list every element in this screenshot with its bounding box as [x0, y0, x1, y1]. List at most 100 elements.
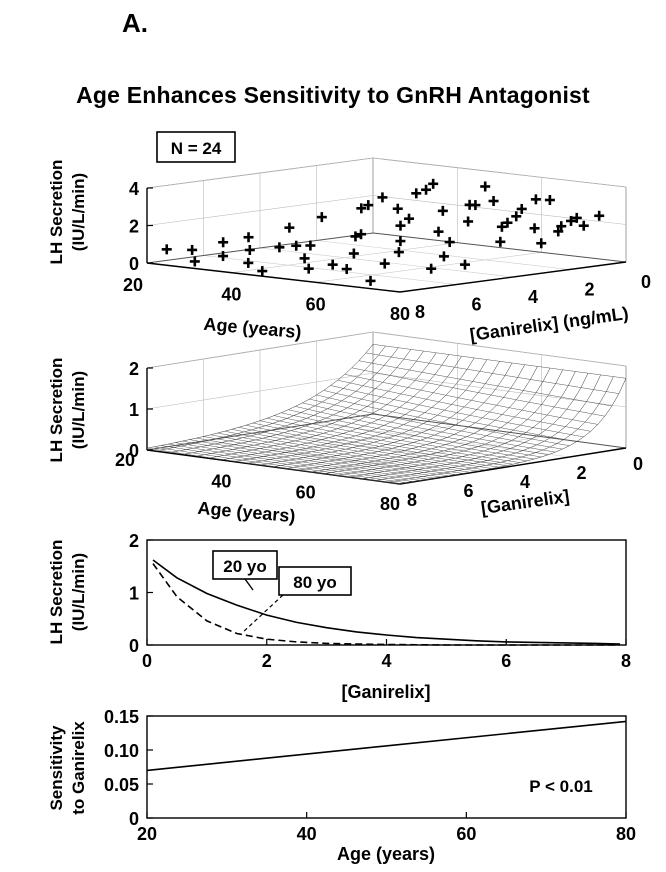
scatter-point — [218, 251, 229, 262]
panel-label: A. — [122, 8, 148, 38]
surface-line-age — [235, 356, 462, 462]
label-box-80yo — [278, 566, 352, 596]
label-box-20yo — [212, 550, 278, 580]
scatter-point — [257, 266, 268, 277]
surface3d-ganirelix-tick-label: 0 — [633, 454, 643, 474]
sensitivity-y-tick-label: 0.15 — [104, 707, 139, 727]
sensitivity-x-label: Age (years) — [337, 844, 435, 864]
surface-line-ganirelix — [337, 379, 591, 432]
scatter3d-ganirelix-tick-label: 2 — [584, 280, 594, 300]
surface-line-age — [222, 354, 450, 460]
sensitivity-y-tick-label: 0.10 — [104, 741, 139, 761]
surface-line-ganirelix — [203, 436, 457, 475]
scatter-point — [488, 196, 499, 207]
surface3d-ganirelix-tick-label: 8 — [407, 490, 417, 510]
surface3d-ganirelix-tick-label: 2 — [576, 463, 586, 483]
surface-line-ganirelix — [351, 367, 605, 417]
surface-line-age — [374, 374, 601, 481]
scatter-point — [350, 231, 361, 242]
scatter3d-ganirelix-tick-label: 8 — [415, 302, 425, 322]
scatter-point — [243, 232, 254, 243]
curves-x-tick-label: 6 — [501, 651, 511, 671]
scatter-point — [395, 236, 406, 247]
surface-line-ganirelix — [224, 430, 478, 472]
surface3d-age-label: Age (years) — [197, 498, 296, 526]
surface-line-ganirelix — [295, 406, 549, 455]
surface-line-ganirelix — [330, 385, 584, 438]
n-annotation: N = 24 — [171, 139, 222, 158]
scatter-point — [536, 238, 547, 249]
scatter-point — [496, 221, 507, 232]
surface-line-ganirelix — [175, 442, 429, 480]
curves-y-tick-label: 2 — [129, 531, 139, 551]
sensitivity-y-tick-label: 0 — [129, 809, 139, 829]
scatter-point — [341, 264, 352, 275]
scatter-point — [470, 200, 481, 211]
scatter-point — [356, 229, 367, 240]
curves-y-tick-label: 1 — [129, 584, 139, 604]
scatter-point — [437, 205, 448, 216]
scatter3d-z-tick-label: 0 — [129, 254, 139, 274]
surface3d-ganirelix-tick-label: 4 — [520, 472, 530, 492]
scatter-point — [244, 245, 255, 255]
scatter3d-ganirelix-tick-label: 6 — [471, 295, 481, 315]
scatter-point — [428, 178, 439, 189]
scatter-point — [404, 213, 415, 224]
scatter-point — [243, 257, 254, 268]
scatter-point — [303, 263, 314, 274]
curves-x-tick-label: 8 — [621, 651, 631, 671]
scatter-point — [444, 237, 455, 248]
scatter-point — [377, 192, 388, 203]
scatter-point — [299, 253, 310, 264]
scatter-point — [433, 226, 444, 237]
scatter-point — [495, 236, 506, 247]
scatter-point — [348, 248, 359, 259]
scatter3d-age-tick-label: 60 — [306, 294, 326, 314]
scatter3d-age-label: Age (years) — [203, 314, 302, 342]
scatter-point — [530, 194, 541, 205]
surface-line-ganirelix — [252, 422, 506, 466]
series-label-80yo: 80 yo — [293, 573, 336, 592]
scatter-point — [459, 259, 470, 270]
scatter-point — [327, 259, 338, 270]
surface3d-age-tick-label: 40 — [211, 471, 231, 491]
scatter3d-age-tick-label: 20 — [123, 275, 143, 295]
surface3d-z-tick-label: 1 — [129, 400, 139, 420]
surface-line-ganirelix — [302, 402, 556, 453]
scatter3d-age-tick-label: 80 — [390, 304, 410, 324]
series-label-20yo: 20 yo — [223, 557, 266, 576]
p-value-annotation: P < 0.01 — [529, 777, 593, 796]
curve-80-yo — [152, 563, 620, 646]
scatter-point — [553, 226, 564, 237]
surface3d-age-tick-label: 80 — [380, 494, 400, 514]
curves-x-tick-label: 0 — [142, 651, 152, 671]
surface-line-ganirelix — [288, 409, 542, 458]
curves-y-label: LH Secretion — [47, 540, 66, 645]
scatter-point — [438, 251, 449, 262]
scatter-point — [411, 188, 422, 199]
surface-line-ganirelix — [210, 434, 464, 474]
surface-line-ganirelix — [274, 415, 528, 462]
scatter-point — [502, 217, 513, 228]
sensitivity-y-label-line2: to Ganirelix — [69, 721, 88, 815]
scatter-point — [305, 240, 316, 251]
surface3d-age-tick-label: 60 — [296, 483, 316, 503]
scatter-point — [544, 195, 555, 206]
scatter-point — [379, 258, 390, 269]
surface-line-ganirelix — [365, 352, 619, 394]
surface-line-ganirelix — [344, 374, 598, 425]
scatter-point — [426, 263, 437, 274]
callout-line-80yo — [241, 594, 284, 634]
scatter3d-z-label: LH Secretion — [47, 160, 66, 265]
surface-line-ganirelix — [309, 398, 563, 450]
curves-y-tick-label: 0 — [129, 636, 139, 656]
scatter-point — [516, 203, 527, 214]
surface3d-z-label-units: (IU/L/min) — [69, 371, 88, 449]
surface3d-floor-grid — [259, 431, 514, 467]
scatter3d-ganirelix-label: [Ganirelix] (ng/mL) — [469, 303, 630, 345]
curves-y-label-units: (IU/L/min) — [69, 553, 88, 631]
scatter3d-floor-grid — [203, 255, 457, 285]
scatter-point — [392, 203, 403, 214]
scatter-point — [218, 237, 229, 248]
